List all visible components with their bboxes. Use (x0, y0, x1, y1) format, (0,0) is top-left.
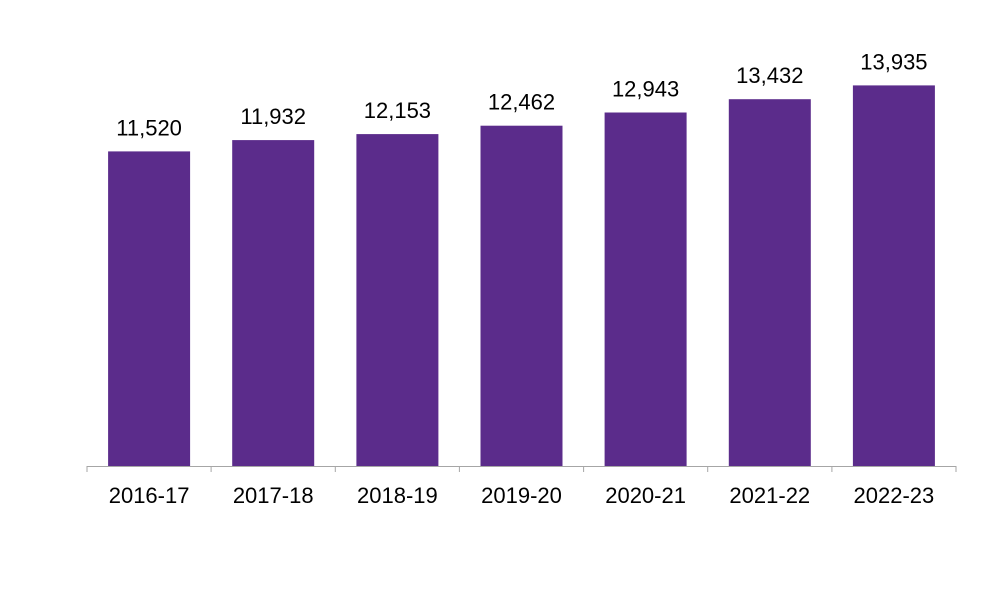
x-tick-label-2020-21: 2020-21 (605, 483, 686, 508)
x-tick-label-2021-22: 2021-22 (729, 483, 810, 508)
x-axis (86, 466, 957, 472)
bar-2021-22 (728, 99, 811, 466)
x-tick-label-2016-17: 2016-17 (109, 483, 190, 508)
bar-2018-19 (356, 134, 439, 466)
data-label-2017-18: 11,932 (240, 104, 306, 129)
x-tick-label-2017-18: 2017-18 (233, 483, 314, 508)
x-tick-label-2018-19: 2018-19 (357, 483, 438, 508)
bar-2017-18 (232, 140, 315, 466)
data-label-2018-19: 12,153 (364, 98, 431, 123)
bar-2019-20 (480, 125, 563, 466)
bar-2022-23 (852, 85, 935, 467)
bars-layer (108, 85, 935, 467)
data-label-2016-17: 11,520 (116, 115, 182, 140)
data-label-2020-21: 12,943 (612, 77, 679, 102)
data-label-2019-20: 12,462 (488, 90, 555, 115)
data-labels-layer: 11,520 11,932 12,153 12,462 12,943 13,432 13,9… (116, 49, 927, 140)
x-tick-labels: 2016-17 2017-18 2018-19 2019-20 2020-21 2021-… (109, 483, 935, 508)
data-label-2022-23: 13,935 (860, 49, 927, 74)
bar-2016-17 (108, 151, 191, 466)
data-label-2021-22: 13,432 (736, 63, 803, 88)
x-tick-label-2022-23: 2022-23 (854, 483, 935, 508)
x-tick-label-2019-20: 2019-20 (481, 483, 562, 508)
bar-2020-21 (604, 112, 687, 466)
